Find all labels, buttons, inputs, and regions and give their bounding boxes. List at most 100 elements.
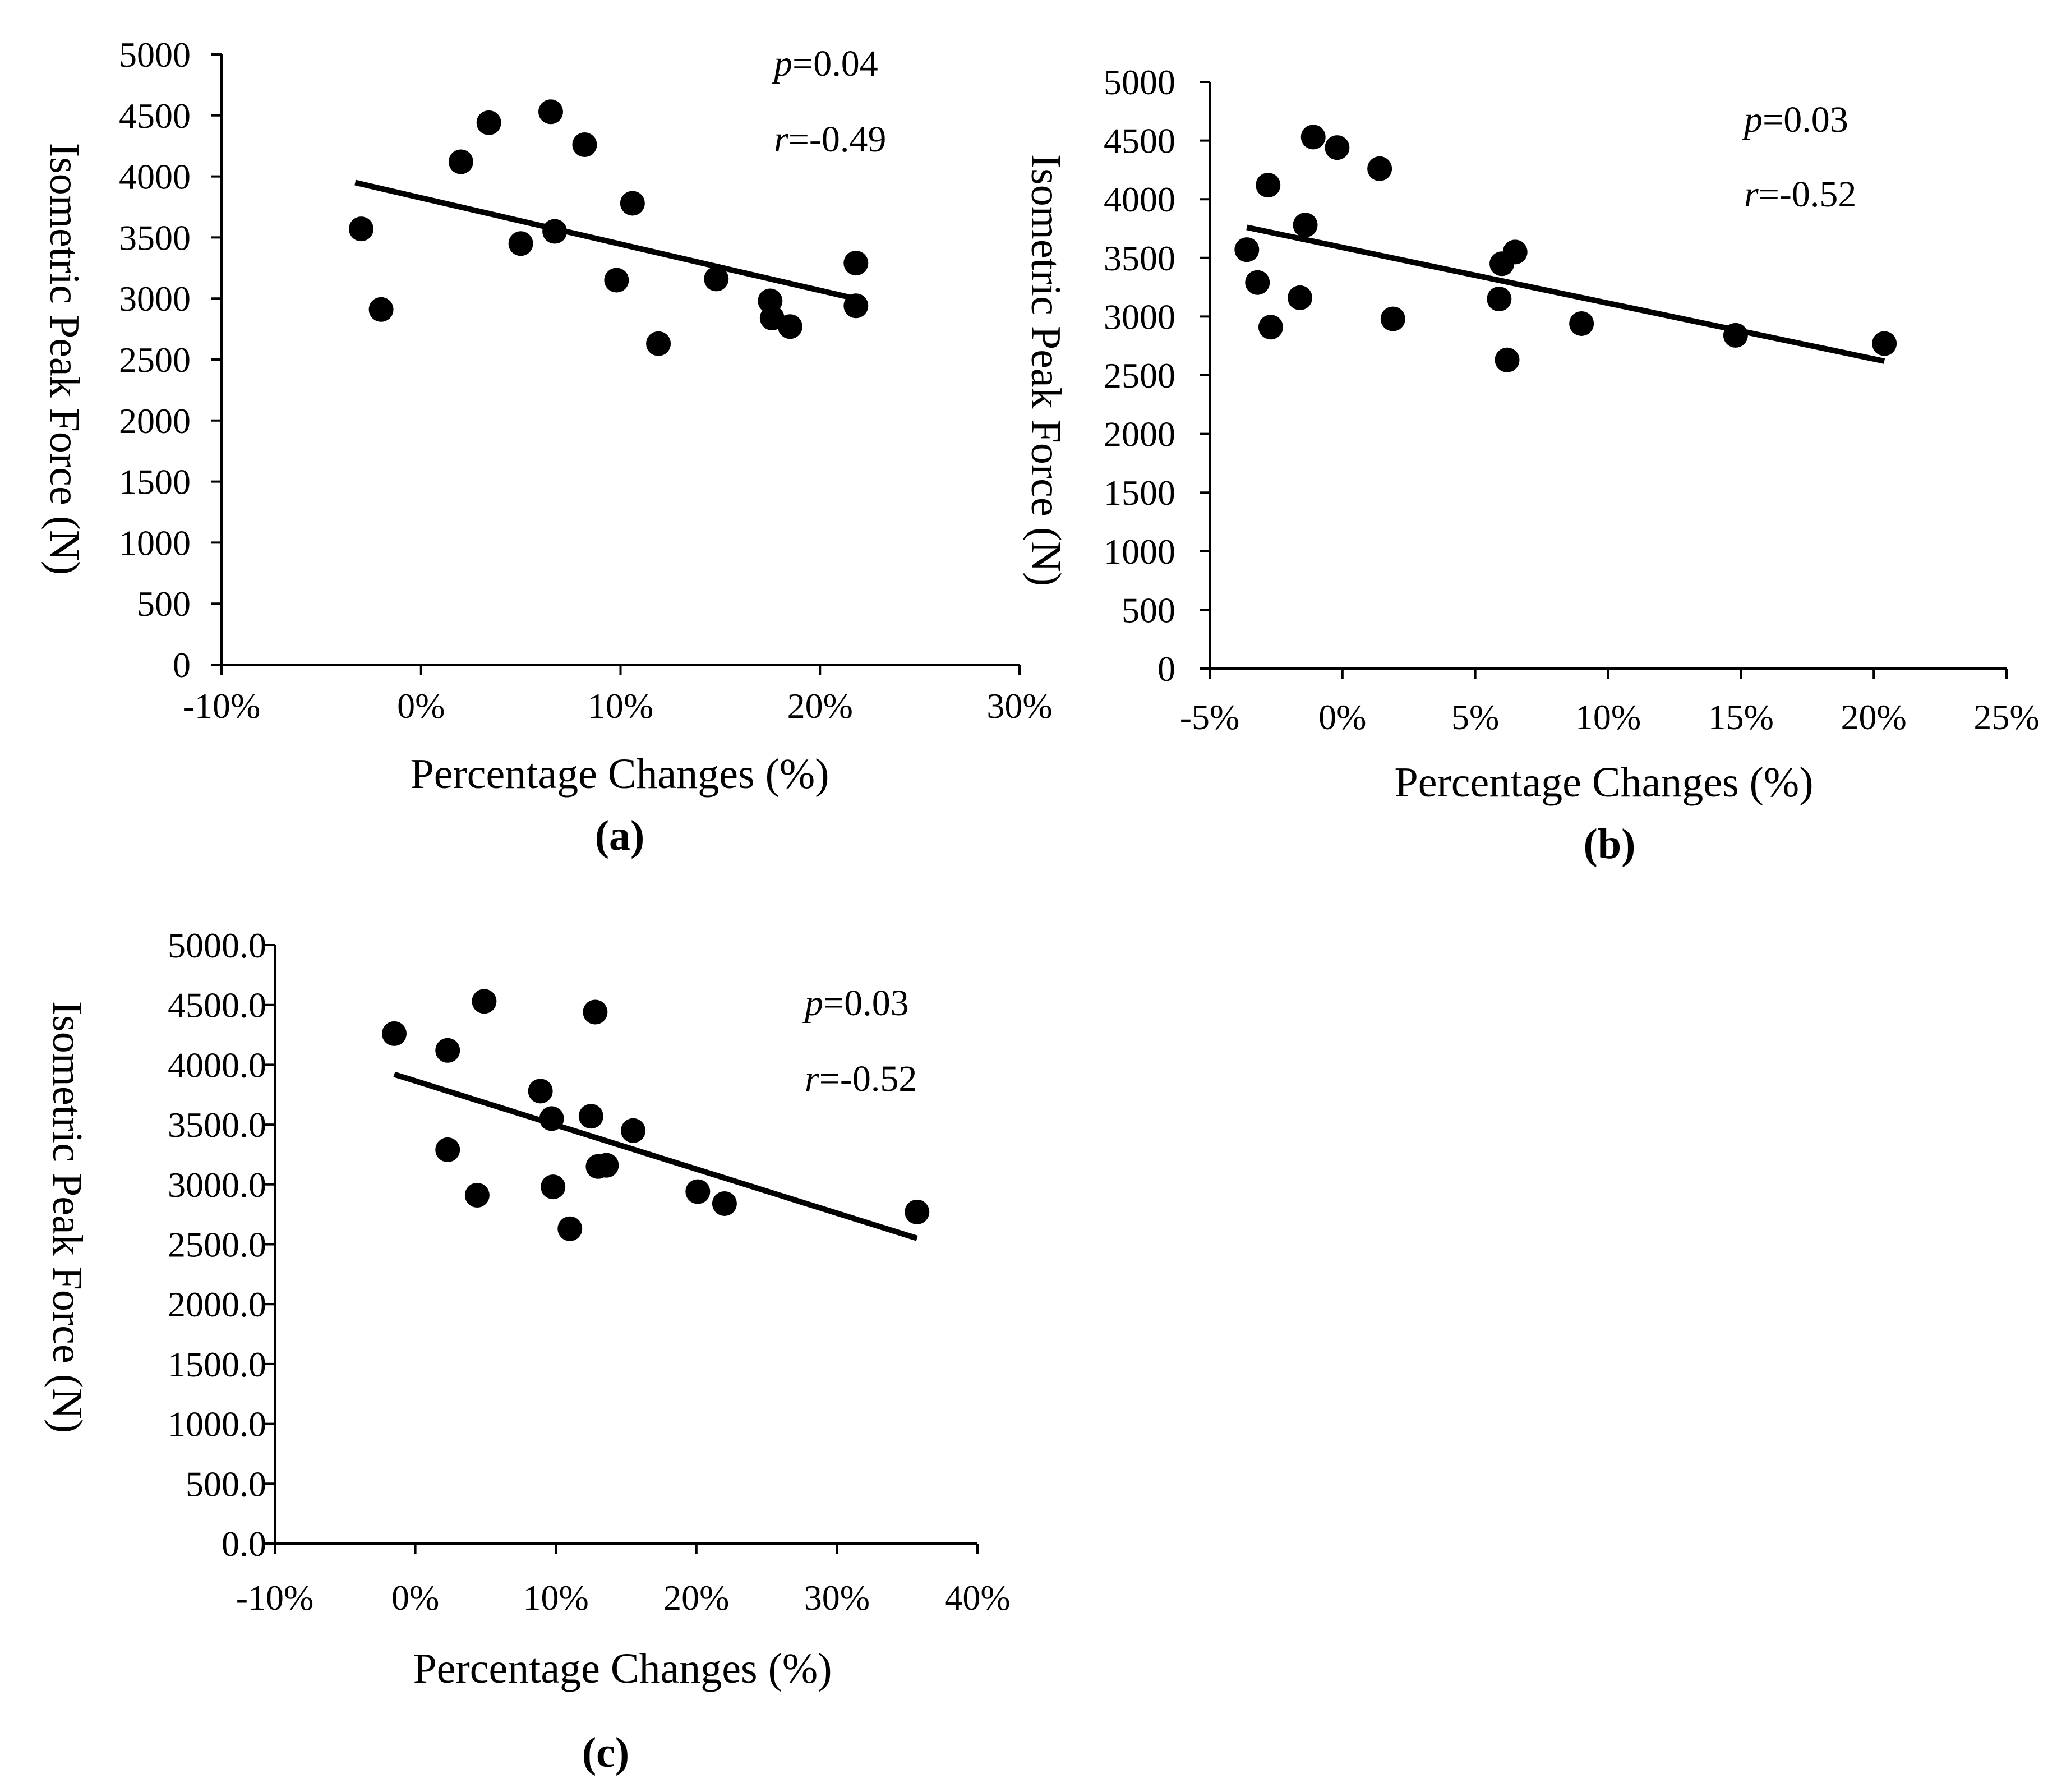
panel-c-y-tick-label: 2500.0 xyxy=(168,1225,266,1265)
panel-b-marks: 0 500 1000 1500 2000 2500 3000 3500 4000 4500 5000… xyxy=(1104,62,2040,737)
panel-b-y-tick-label: 5000 xyxy=(1104,62,1175,102)
panel-b-y-tick-label: 4000 xyxy=(1104,179,1175,219)
panel-a-y-tick-label: 5000 xyxy=(119,35,191,75)
panel-a-y-tick-label: 2500 xyxy=(119,340,191,380)
panel-a-p-value: =0.04 xyxy=(792,43,878,84)
panel-c-data-point xyxy=(685,1179,711,1204)
panel-b-y-tick-label: 2500 xyxy=(1104,356,1175,395)
panel-a-data-point xyxy=(604,268,629,293)
panel-a-y-tick-label: 3500 xyxy=(119,218,191,257)
panel-a-p-symbol: p xyxy=(772,43,792,84)
panel-b-data-point xyxy=(1258,315,1283,340)
panel-a-data-point xyxy=(349,216,374,242)
panel-a-data-point xyxy=(620,191,645,216)
panel-a-x-axis-title: Percentage Changes (%) xyxy=(410,750,829,798)
panel-c-x-axis-title: Percentage Changes (%) xyxy=(413,1645,832,1692)
panel-b-x-tick-label: 0% xyxy=(1318,697,1366,737)
panel-a-data-point xyxy=(704,266,729,292)
chart-panel-b: 0 500 1000 1500 2000 2500 3000 3500 4000 4500 5000… xyxy=(1022,62,2040,868)
panel-b-data-point xyxy=(1256,173,1281,198)
panel-b-data-point xyxy=(1325,135,1350,160)
panel-b-data-point xyxy=(1234,237,1260,262)
panel-b-label: (b) xyxy=(1584,821,1636,868)
panel-a-data-point xyxy=(508,231,533,256)
panel-b-r-value: =-0.52 xyxy=(1759,174,1857,215)
panel-a-x-tick-label: 10% xyxy=(588,686,653,726)
panel-b-y-axis-title: Isometric Peak Force (N) xyxy=(1022,154,1069,586)
panel-b-y-tick-label: 4500 xyxy=(1104,121,1175,161)
panel-b-data-point xyxy=(1367,156,1392,181)
panel-a-r-symbol: r xyxy=(774,119,788,160)
panel-c-data-point xyxy=(539,1106,564,1131)
panel-a-y-tick-label: 2000 xyxy=(119,401,191,441)
panel-c-data-point xyxy=(472,989,497,1014)
panel-a-data-point xyxy=(843,251,869,276)
panel-c-x-tick-label: -10% xyxy=(236,1578,314,1618)
panel-c-y-tick-label: 4500.0 xyxy=(168,985,266,1025)
panel-c-data-point xyxy=(557,1216,583,1241)
panel-c-x-tick-label: 20% xyxy=(663,1578,729,1618)
panel-c-y-tick-label: 5000.0 xyxy=(168,925,266,965)
panel-c-y-tick-label: 500.0 xyxy=(186,1464,266,1504)
panel-a-data-point xyxy=(538,99,563,125)
panel-a-y-tick-label: 1000 xyxy=(119,523,191,563)
panel-c-data-point xyxy=(382,1021,407,1046)
panel-b-data-point xyxy=(1487,287,1512,312)
panel-a-data-point xyxy=(448,149,473,174)
panel-b-y-tick-label: 3500 xyxy=(1104,238,1175,278)
panel-c-label: (c) xyxy=(582,1729,629,1776)
panel-a-r-value: =-0.49 xyxy=(788,119,887,160)
panel-b-x-tick-label: 15% xyxy=(1708,697,1774,737)
panel-b-data-point xyxy=(1495,347,1520,372)
panel-a-y-tick-label: 1500 xyxy=(119,462,191,502)
chart-panel-a: 0 500 1000 1500 2000 2500 3000 3500 4000 4500 5000… xyxy=(41,35,1053,859)
panel-c-y-tick-label: 4000.0 xyxy=(168,1045,266,1085)
panel-a-data-point xyxy=(777,314,802,339)
panel-b-y-tick-label: 2000 xyxy=(1104,414,1175,454)
panel-c-y-tick-label: 1500.0 xyxy=(168,1344,266,1384)
panel-c-x-tick-label: 30% xyxy=(804,1578,870,1618)
panel-a-marks: 0 500 1000 1500 2000 2500 3000 3500 4000 4500 5000… xyxy=(119,35,1053,726)
panel-b-x-axis-title: Percentage Changes (%) xyxy=(1394,759,1813,806)
panel-c-data-point xyxy=(541,1174,566,1200)
panel-c-y-tick-label: 1000.0 xyxy=(168,1404,266,1444)
panel-c-marks: 0.0 500.0 1000.0 1500.0 2000.0 2500.0 3000.0 35… xyxy=(168,925,1011,1618)
panel-a-data-point xyxy=(542,219,568,244)
panel-c-r-stat: r=-0.52 xyxy=(805,1058,917,1099)
panel-b-x-tick-label: 10% xyxy=(1575,697,1641,737)
panel-b-data-point xyxy=(1380,306,1405,331)
panel-c-p-value: =0.03 xyxy=(823,983,909,1024)
panel-c-data-point xyxy=(712,1191,737,1216)
panel-b-p-symbol: p xyxy=(1742,99,1763,140)
panel-b-data-point xyxy=(1288,285,1313,310)
panel-a-x-tick-label: 0% xyxy=(397,686,445,726)
panel-b-data-point xyxy=(1300,125,1326,150)
panel-b-y-tick-label: 3000 xyxy=(1104,297,1175,337)
panel-b-data-point xyxy=(1723,323,1748,348)
panel-a-data-point xyxy=(368,297,394,322)
panel-c-x-tick-label: 0% xyxy=(391,1578,439,1618)
panel-a-trendline xyxy=(354,179,861,303)
panel-b-x-tick-label: 20% xyxy=(1841,697,1907,737)
panel-a-data-point xyxy=(843,293,869,319)
panel-c-y-axis-title: Isometric Peak Force (N) xyxy=(44,1001,91,1433)
panel-c-r-symbol: r xyxy=(805,1058,819,1099)
panel-a-x-tick-label: -10% xyxy=(183,686,261,726)
panel-a-data-point xyxy=(476,110,501,135)
panel-c-data-point xyxy=(435,1137,460,1162)
panel-a-y-tick-label: 4000 xyxy=(119,157,191,197)
panel-c-x-tick-label: 10% xyxy=(523,1578,589,1618)
panel-a-r-stat: r=-0.49 xyxy=(774,119,886,160)
panel-c-p-symbol: p xyxy=(802,983,823,1024)
panel-b-y-tick-label: 1500 xyxy=(1104,473,1175,513)
panel-a-y-axis-title: Isometric Peak Force (N) xyxy=(41,143,88,575)
panel-a-x-tick-label: 20% xyxy=(787,686,853,726)
panel-c-p-stat: p=0.03 xyxy=(802,983,909,1024)
panel-b-trendline xyxy=(1246,224,1885,364)
panel-c-y-tick-label: 2000.0 xyxy=(168,1284,266,1324)
panel-c-data-point xyxy=(583,999,608,1025)
panel-a-label: (a) xyxy=(595,812,645,859)
panel-c-data-point xyxy=(464,1183,490,1208)
panel-b-p-stat: p=0.03 xyxy=(1742,99,1848,140)
